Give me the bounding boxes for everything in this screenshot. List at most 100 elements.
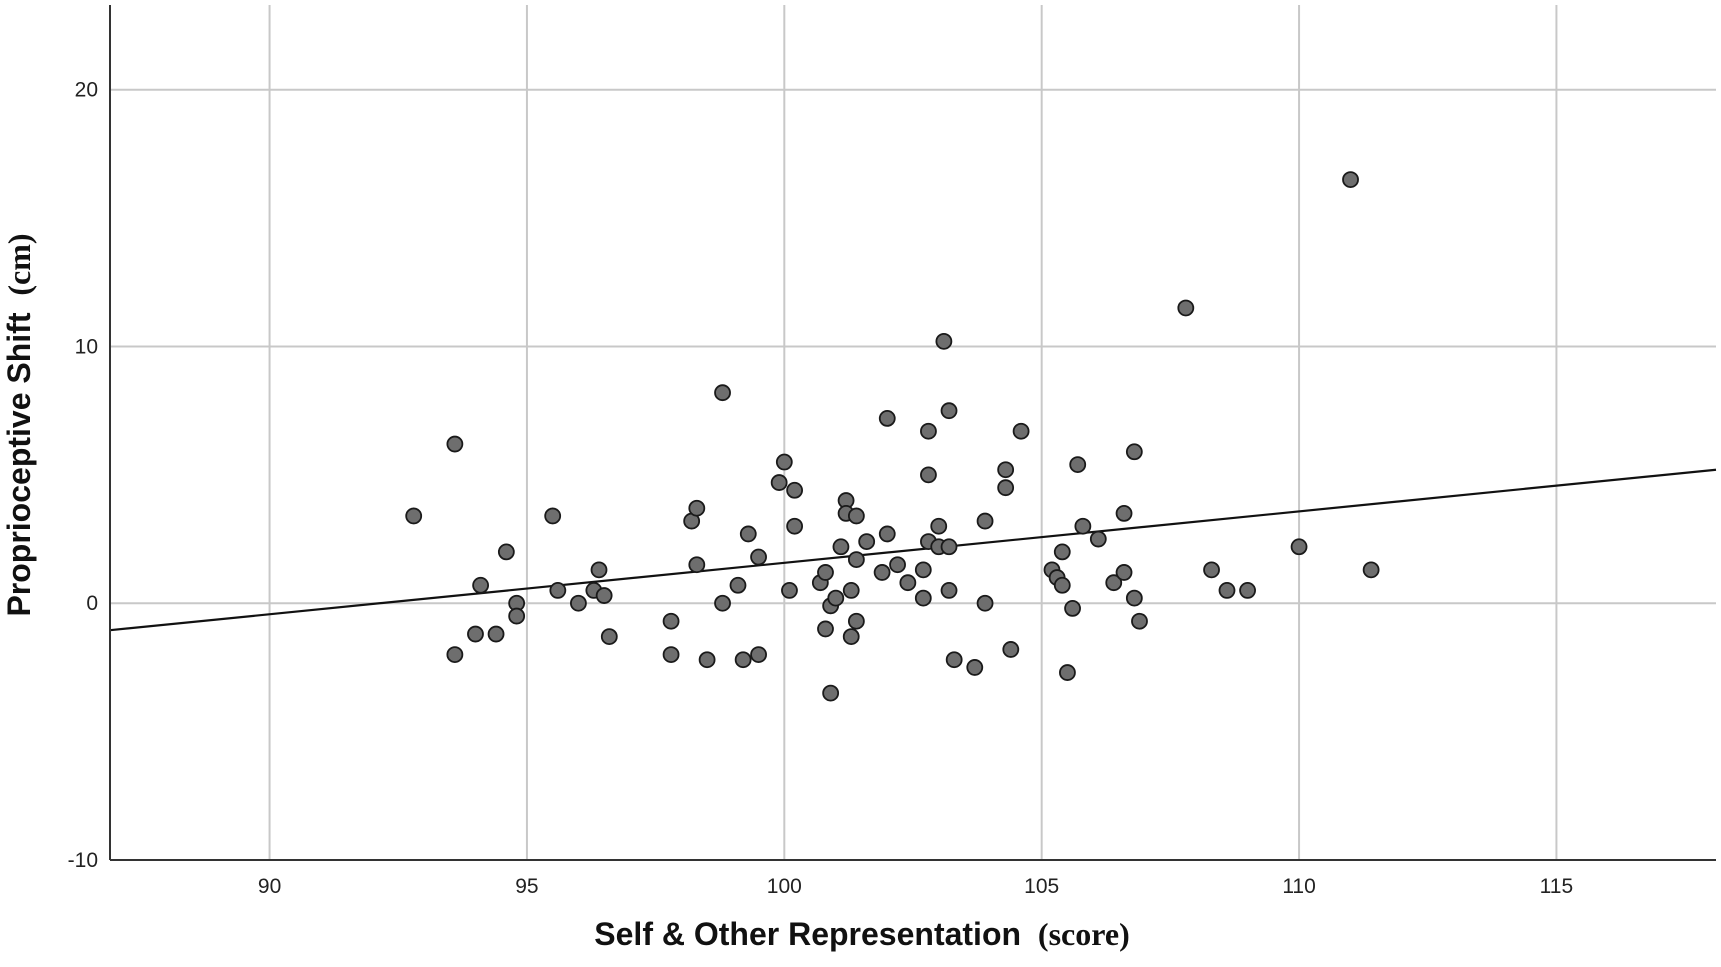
data-point	[1177, 299, 1195, 317]
x-tick-labels: 90 95 100 105 110 115	[258, 875, 1573, 898]
data-point	[858, 533, 876, 551]
y-tick-label: 20	[75, 79, 98, 102]
y-tick-label: 10	[75, 335, 98, 358]
data-point	[1002, 641, 1020, 658]
data-point	[1105, 574, 1123, 592]
data-point	[1290, 538, 1308, 556]
data-point	[729, 576, 747, 594]
data-points	[405, 171, 1380, 702]
data-point	[878, 409, 896, 427]
data-point	[914, 561, 932, 579]
data-point	[698, 651, 716, 669]
x-tick-label: 90	[258, 875, 281, 898]
x-axis-title: Self & Other Representation (score)	[594, 916, 1129, 952]
data-point	[899, 574, 917, 592]
data-point	[1115, 564, 1133, 581]
y-axis-title-unit: (cm)	[1, 233, 37, 295]
y-tick-label: 0	[86, 592, 98, 615]
y-tick-labels: -10 0 10 20	[68, 79, 98, 872]
data-point	[472, 576, 490, 594]
data-point	[878, 525, 896, 543]
data-point	[930, 517, 948, 535]
data-point	[714, 384, 731, 402]
data-point	[508, 607, 526, 625]
regression-line	[109, 468, 1717, 632]
data-point	[1059, 664, 1076, 681]
data-point	[1362, 561, 1380, 579]
data-point	[1125, 443, 1143, 461]
x-tick-label: 105	[1024, 875, 1059, 898]
data-point	[662, 646, 680, 663]
data-point	[847, 551, 865, 568]
data-point	[873, 564, 891, 581]
data-point	[940, 402, 958, 420]
y-axis-title: Proprioceptive Shift (cm)	[1, 233, 37, 616]
data-point	[966, 659, 984, 676]
data-point	[446, 646, 464, 663]
gridlines	[110, 5, 1716, 860]
data-point	[487, 625, 505, 643]
data-point	[1069, 456, 1087, 473]
data-point	[1012, 422, 1030, 440]
data-point	[446, 435, 464, 453]
data-point	[1053, 543, 1071, 561]
data-point	[595, 587, 613, 604]
data-point	[544, 507, 562, 525]
x-axis-title-main: Self & Other Representation	[594, 916, 1021, 952]
data-point	[997, 479, 1015, 497]
x-tick-label: 100	[767, 875, 802, 898]
data-point	[920, 422, 937, 440]
data-point	[997, 461, 1015, 479]
data-point	[817, 620, 834, 638]
data-point	[1342, 171, 1359, 188]
data-point	[600, 628, 618, 646]
data-point	[976, 512, 994, 530]
data-point	[935, 332, 953, 350]
x-tick-label: 95	[515, 875, 538, 898]
data-point	[832, 538, 850, 556]
data-point	[405, 507, 423, 525]
data-point	[570, 594, 587, 612]
data-point	[914, 589, 932, 607]
data-point	[775, 453, 793, 471]
data-point	[1064, 599, 1081, 617]
x-tick-label: 110	[1282, 875, 1315, 898]
data-point	[889, 556, 906, 574]
y-axis-title-main: Proprioceptive Shift	[1, 312, 37, 616]
data-point	[714, 594, 731, 612]
data-point	[827, 589, 845, 607]
data-point	[1074, 517, 1092, 535]
data-point	[920, 466, 937, 484]
data-point	[847, 612, 865, 630]
data-point	[842, 628, 860, 646]
data-point	[786, 481, 804, 499]
data-point	[770, 474, 788, 491]
data-point	[940, 582, 958, 599]
data-point	[688, 556, 706, 574]
data-point	[497, 543, 515, 561]
data-point	[976, 594, 994, 612]
data-point	[750, 646, 767, 663]
data-point	[842, 582, 860, 599]
data-point	[817, 564, 834, 581]
data-point	[940, 538, 958, 556]
data-point	[1053, 576, 1071, 594]
y-tick-label: -10	[68, 849, 98, 872]
data-point	[590, 561, 608, 579]
data-point	[1115, 504, 1133, 522]
data-point	[734, 651, 752, 669]
axes	[109, 5, 1716, 861]
data-point	[1203, 561, 1220, 579]
data-point	[688, 499, 706, 517]
data-point	[1125, 589, 1143, 607]
data-point	[847, 507, 865, 525]
data-point	[750, 548, 767, 566]
x-axis-title-unit: (score)	[1038, 916, 1130, 952]
data-point	[945, 651, 963, 669]
data-point	[1218, 582, 1236, 599]
data-point	[1239, 582, 1256, 599]
data-point	[1089, 530, 1107, 548]
data-point	[662, 612, 680, 630]
data-point	[786, 517, 804, 535]
